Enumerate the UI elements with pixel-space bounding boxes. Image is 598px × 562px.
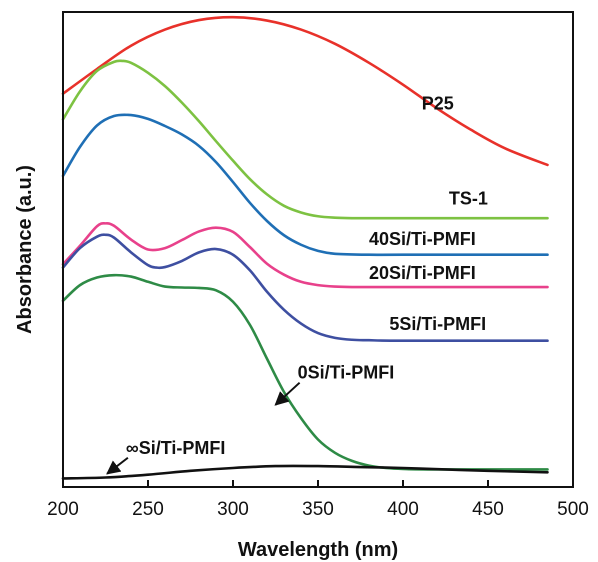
series-line-7 (61, 464, 549, 480)
plot-frame (62, 11, 574, 488)
x-axis-title: Wavelength (nm) (238, 539, 398, 561)
x-tick-label: 450 (472, 499, 504, 520)
x-tick-label: 500 (557, 499, 589, 520)
x-tick-label: 200 (47, 499, 79, 520)
series-label: ∞Si/Ti-PMFI (126, 438, 226, 458)
series-label: 40Si/Ti-PMFI (369, 229, 476, 249)
series-label: 20Si/Ti-PMFI (369, 263, 476, 283)
annotation-arrow (106, 456, 129, 475)
plot-area (61, 15, 549, 480)
series-label: 0Si/Ti-PMFI (298, 363, 395, 383)
series-labels: P25 TS-1 40Si/Ti-PMFI 20Si/Ti-PMFI 5Si/Ti-PM… (106, 93, 488, 475)
x-tick-label: 400 (387, 499, 419, 520)
series-label: 5Si/Ti-PMFI (389, 314, 486, 334)
series-line-1 (61, 15, 549, 167)
x-tick-label: 250 (132, 499, 164, 520)
series-line-4 (61, 222, 549, 289)
series-line-3 (61, 113, 549, 257)
x-tick-label: 350 (302, 499, 334, 520)
x-axis: 200 250 300 350 400 450 500 (47, 480, 589, 520)
annotation-arrow (274, 381, 301, 406)
series-label: P25 (422, 93, 454, 113)
series-line-2 (61, 59, 549, 220)
series-line-5 (61, 233, 549, 343)
x-tick-label: 300 (217, 499, 249, 520)
y-axis-title: Absorbance (a.u.) (14, 165, 36, 334)
series-label: TS-1 (449, 188, 488, 208)
